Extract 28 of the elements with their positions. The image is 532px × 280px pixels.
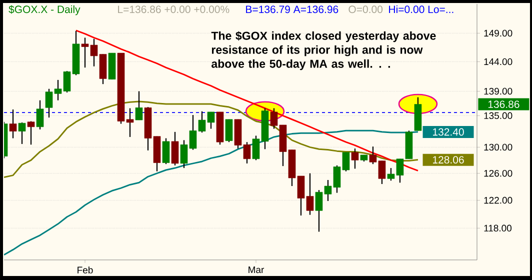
y-tick-label: 118.00 (484, 224, 512, 232)
y-tick-label: 139.00 (484, 88, 512, 95)
candlestick (9, 108, 17, 139)
candlestick (351, 148, 359, 170)
candlestick (18, 122, 26, 145)
y-tick-label: 122.00 (484, 196, 512, 204)
y-tick-label: 130.00 (484, 144, 512, 151)
data-label: 128.06 (433, 156, 464, 164)
x-tick-label: Feb (78, 266, 93, 274)
y-tick-label: 149.00 (484, 30, 512, 37)
candlestick (171, 131, 179, 166)
candlestick (225, 118, 233, 143)
annotation: Hi=0.00 Lo=... (389, 5, 454, 14)
data-label: 132.40 (433, 128, 464, 136)
y-tick-label: 144.00 (484, 58, 512, 66)
candlestick (27, 120, 35, 146)
x-tick-label: Mar (248, 266, 264, 274)
annotation: The $GOX index closed yesterday above resistance of its prior high and is now above the 50-day MA as well. . . (211, 31, 436, 70)
annotation: L=136.86 +0.00 +0.00% (118, 6, 230, 14)
y-tick-label: 135.00 (484, 112, 512, 120)
text: 136.86 (488, 100, 520, 108)
annotation: B=136.79 A=136.96 (246, 6, 338, 14)
candlestick (162, 138, 170, 165)
chart-title: $GOX.X - Daily (8, 5, 80, 16)
y-tick-label: 126.00 (484, 170, 512, 177)
candlestick (36, 100, 44, 130)
annotation: O=0.00 (348, 6, 383, 14)
candlestick (135, 90, 143, 121)
